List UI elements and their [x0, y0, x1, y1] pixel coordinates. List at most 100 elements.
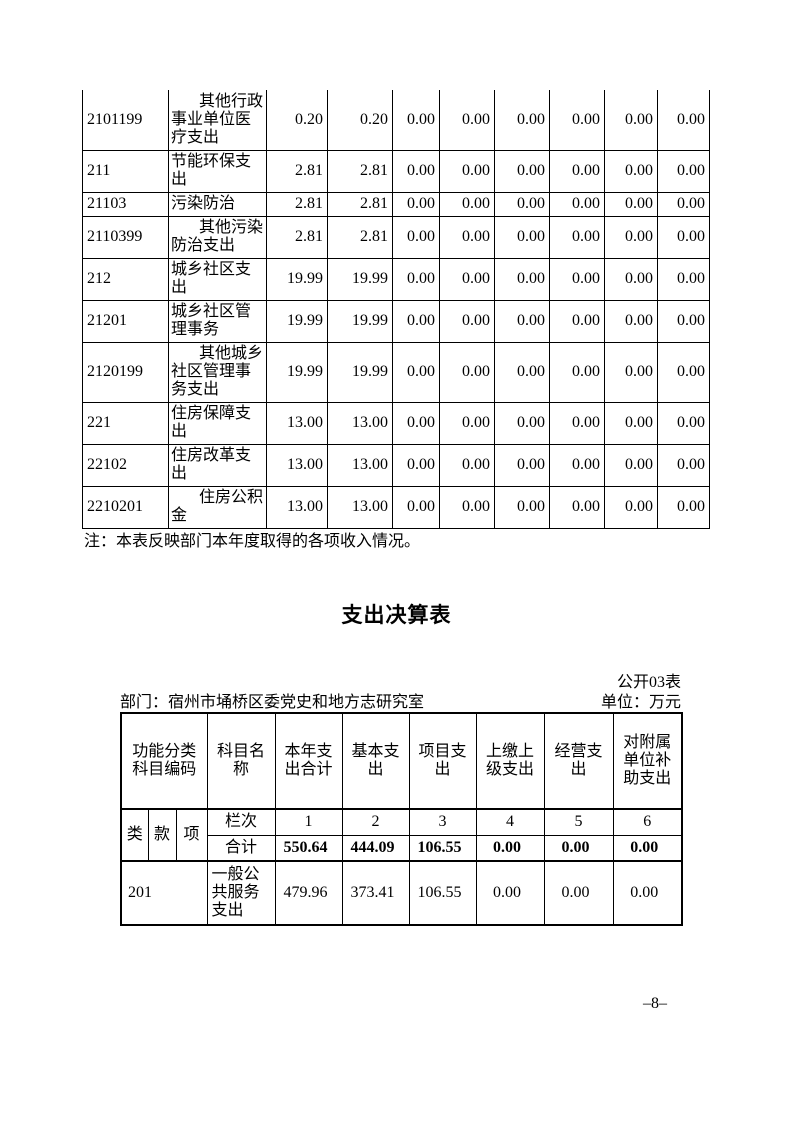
cell-value: 0.00: [657, 191, 710, 217]
column-number: 3: [408, 808, 477, 836]
cell-value: 0.00: [604, 299, 658, 343]
row-name: 其他污染防治支出: [168, 215, 267, 259]
cell-value: 0.00: [657, 485, 710, 529]
cell-value: 444.09: [341, 834, 410, 862]
row-code: 212: [82, 257, 169, 301]
row-code: 201: [120, 860, 208, 926]
subheader-row: 类 款 项 栏次 1 2 3 4 5 6: [120, 808, 683, 862]
column-header: 对附属单位补助支出: [612, 712, 683, 810]
table-row: 2120199 其他城乡社区管理事务支出 19.99 19.99 0.00 0.…: [82, 341, 710, 403]
department-label: 部门：宿州市埇桥区委党史和地方志研究室: [120, 694, 425, 711]
cell-value: 0.00: [475, 834, 545, 862]
cell-value: 0.00: [604, 485, 658, 529]
cell-value: 0.00: [657, 401, 710, 445]
cell-value: 0.00: [657, 149, 710, 193]
subheader-lei: 类: [120, 808, 149, 862]
cell-value: 2.81: [266, 149, 328, 193]
cell-value: 13.00: [266, 485, 328, 529]
column-header: 上缴上级支出: [475, 712, 545, 810]
cell-value: 0.00: [543, 834, 614, 862]
page-number: –8–: [643, 995, 667, 1012]
cell-value: 0.00: [549, 149, 605, 193]
cell-value: 2.81: [266, 191, 328, 217]
cell-value: 0.00: [392, 215, 440, 259]
cell-value: 0.00: [439, 341, 495, 403]
form-code-label: 公开03表: [616, 674, 681, 691]
cell-value: 0.00: [439, 485, 495, 529]
cell-value: 0.00: [549, 257, 605, 301]
cell-value: 0.00: [439, 191, 495, 217]
cell-value: 0.00: [494, 341, 550, 403]
cell-value: 0.00: [392, 299, 440, 343]
cell-value: 0.00: [392, 485, 440, 529]
cell-value: 0.00: [657, 299, 710, 343]
row-code: 22102: [82, 443, 169, 487]
cell-value: 2.81: [327, 191, 393, 217]
cell-value: 19.99: [266, 341, 328, 403]
table-row: 221 住房保障支出 13.00 13.00 0.00 0.00 0.00 0.…: [82, 401, 710, 445]
cell-value: 0.00: [494, 215, 550, 259]
column-header: 科目名称: [206, 712, 276, 810]
row-code: 2101199: [82, 90, 169, 151]
cell-value: 19.99: [327, 341, 393, 403]
cell-value: 0.00: [604, 149, 658, 193]
table-note: 注：本表反映部门本年度取得的各项收入情况。: [84, 533, 421, 550]
cell-value: 0.00: [439, 257, 495, 301]
cell-value: 0.00: [549, 443, 605, 487]
cell-value: 0.00: [392, 257, 440, 301]
cell-value: 0.00: [494, 443, 550, 487]
column-header: 经营支出: [543, 712, 614, 810]
cell-value: 0.00: [604, 215, 658, 259]
cell-value: 0.00: [657, 443, 710, 487]
cell-value: 13.00: [266, 401, 328, 445]
column-number: 1: [274, 808, 343, 836]
cell-value: 0.00: [549, 485, 605, 529]
cell-value: 0.00: [392, 191, 440, 217]
cell-value: 13.00: [327, 443, 393, 487]
cell-value: 0.00: [657, 341, 710, 403]
header-row: 功能分类科目编码 科目名称 本年支出合计 基本支出 项目支出 上缴上级支出 经营…: [120, 712, 683, 810]
cell-value: 0.00: [494, 401, 550, 445]
unit-label: 单位：万元: [600, 694, 681, 711]
row-code: 21103: [82, 191, 169, 217]
cell-value: 0.00: [439, 299, 495, 343]
total-row: 合计 550.64 444.09 106.55 0.00 0.00 0.00: [121, 834, 683, 862]
cell-value: 0.00: [612, 834, 683, 862]
table-row: 21201 城乡社区管理事务 19.99 19.99 0.00 0.00 0.0…: [82, 299, 710, 343]
cell-value: 0.00: [543, 860, 614, 926]
cell-value: 19.99: [327, 257, 393, 301]
cell-value: 2.81: [266, 215, 328, 259]
cell-value: 0.00: [475, 860, 545, 926]
column-number: 2: [341, 808, 410, 836]
column-number: 4: [475, 808, 545, 836]
table-row: 211 节能环保支出 2.81 2.81 0.00 0.00 0.00 0.00…: [82, 149, 710, 193]
cell-value: 550.64: [274, 834, 343, 862]
row-name: 污染防治: [168, 191, 267, 217]
cell-value: 106.55: [408, 834, 477, 862]
cell-value: 0.00: [604, 191, 658, 217]
column-header: 功能分类科目编码: [120, 712, 208, 810]
row-code: 221: [82, 401, 169, 445]
subheader-kuan: 款: [147, 808, 177, 862]
cell-value: 0.00: [439, 443, 495, 487]
cell-value: 0.00: [494, 90, 550, 151]
column-number: 6: [612, 808, 683, 836]
page-title: 支出决算表: [341, 604, 452, 627]
cell-value: 0.00: [612, 860, 683, 926]
table-row: 22102 住房改革支出 13.00 13.00 0.00 0.00 0.00 …: [82, 443, 710, 487]
cell-value: 0.00: [494, 299, 550, 343]
subheader-lanci: 栏次: [206, 808, 276, 836]
cell-value: 0.20: [327, 90, 393, 151]
income-table: 2101199 其他行政事业单位医疗支出 0.20 0.20 0.00 0.00…: [82, 90, 710, 529]
table-meta: 公开03表 部门：宿州市埇桥区委党史和地方志研究室 单位：万元: [120, 674, 681, 712]
cell-value: 0.00: [657, 215, 710, 259]
cell-value: 2.81: [327, 149, 393, 193]
cell-value: 13.00: [266, 443, 328, 487]
row-code: 21201: [82, 299, 169, 343]
cell-value: 479.96: [274, 860, 343, 926]
table-row: 212 城乡社区支出 19.99 19.99 0.00 0.00 0.00 0.…: [82, 257, 710, 301]
cell-value: 0.00: [549, 401, 605, 445]
cell-value: 0.00: [392, 90, 440, 151]
row-code: 2120199: [82, 341, 169, 403]
table-row: 201 一般公共服务支出 479.96 373.41 106.55 0.00 0…: [120, 860, 683, 926]
